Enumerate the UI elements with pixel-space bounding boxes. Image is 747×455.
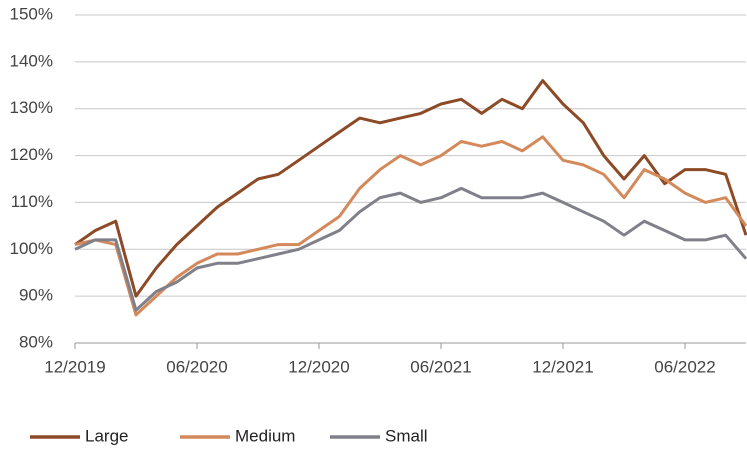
- line-series: [74, 135, 747, 317]
- y-tick-label: 120%: [10, 145, 53, 164]
- x-tick-label: 12/2020: [288, 357, 349, 376]
- y-tick-label: 140%: [10, 51, 53, 70]
- x-tick-label: 12/2021: [532, 357, 593, 376]
- y-tick-label: 110%: [11, 192, 53, 211]
- y-tick-label: 90%: [19, 286, 53, 305]
- y-tick-label: 130%: [10, 98, 53, 117]
- legend-label: Small: [385, 426, 428, 445]
- x-tick-label: 06/2022: [654, 357, 715, 376]
- line-series: [74, 79, 747, 298]
- line-series: [74, 186, 747, 312]
- y-tick-label: 150%: [10, 4, 53, 23]
- y-tick-label: 100%: [10, 239, 53, 258]
- legend-label: Large: [85, 426, 128, 445]
- x-tick-label: 06/2021: [410, 357, 471, 376]
- legend-label: Medium: [235, 426, 295, 445]
- x-tick-label: 12/2019: [44, 357, 105, 376]
- y-tick-label: 80%: [19, 332, 53, 351]
- x-tick-label: 06/2020: [166, 357, 227, 376]
